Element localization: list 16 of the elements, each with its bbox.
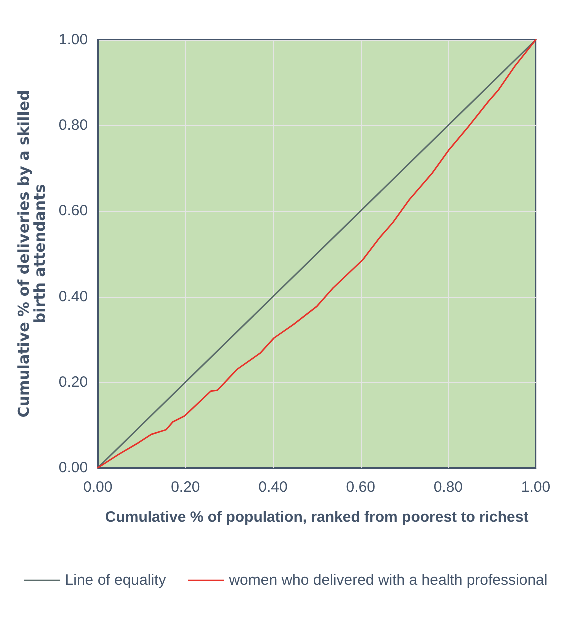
- x-tick-label: 0.60: [346, 479, 376, 496]
- y-tick-label: 1.00: [58, 32, 88, 48]
- legend-label: women who delivered with a health professional: [228, 572, 548, 589]
- y-tick-label: 0.40: [58, 288, 88, 306]
- y-tick-label: 0.80: [58, 117, 88, 134]
- y-axis-title: Cumulative % of deliveries by a skilled birth attendants: [15, 90, 49, 418]
- y-tick-label: 0.60: [58, 202, 88, 220]
- x-tick-label: 0.40: [258, 479, 288, 496]
- legend-label: Line of equality: [65, 572, 167, 589]
- x-tick-label: 1.00: [521, 479, 551, 496]
- x-axis-title: Cumulative % of population, ranked from poorest to richest: [105, 509, 529, 526]
- x-tick-label: 0.80: [434, 479, 464, 496]
- y-tick-label: 0.20: [58, 374, 88, 391]
- x-tick-label: 0.00: [83, 479, 113, 496]
- x-tick-label: 0.20: [171, 479, 200, 496]
- y-tick-label: 0.00: [58, 460, 88, 476]
